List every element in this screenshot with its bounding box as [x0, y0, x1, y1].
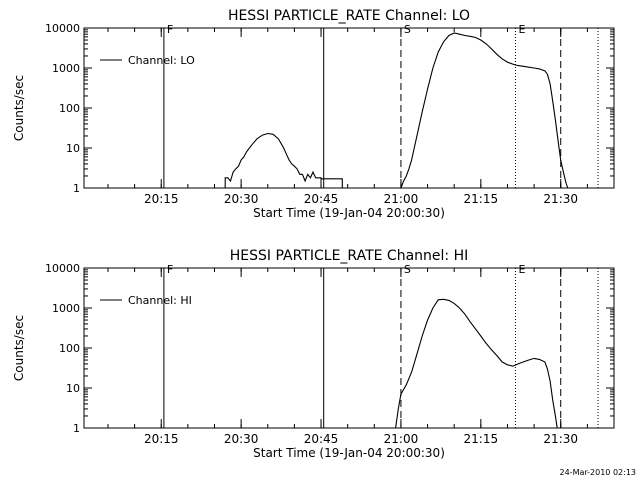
x-tick-label: 20:45	[304, 192, 339, 206]
x-tick-label: 20:15	[144, 192, 179, 206]
x-tick-label: 20:45	[304, 432, 339, 446]
marker-label: E	[518, 263, 525, 276]
x-tick-label: 21:15	[464, 432, 499, 446]
x-tick-label: 20:30	[224, 192, 259, 206]
y-tick-label: 1	[73, 182, 80, 195]
x-tick-label: 21:00	[384, 432, 419, 446]
x-tick-label: 21:15	[464, 192, 499, 206]
marker-label: E	[518, 23, 525, 36]
y-axis-label: Counts/sec	[12, 315, 26, 381]
marker-label: F	[167, 263, 173, 276]
x-axis-label: Start Time (19-Jan-04 20:00:30)	[253, 446, 445, 460]
x-tick-label: 20:30	[224, 432, 259, 446]
marker-label: S	[404, 23, 411, 36]
y-tick-label: 10000	[45, 262, 80, 275]
x-tick-label: 21:30	[543, 432, 578, 446]
series-line	[224, 132, 343, 188]
x-tick-label: 20:15	[144, 432, 179, 446]
marker-label: S	[404, 263, 411, 276]
marker-label: F	[167, 23, 173, 36]
y-tick-label: 10000	[45, 22, 80, 35]
y-tick-label: 100	[59, 102, 80, 115]
chart-panel-lo: HESSI PARTICLE_RATE Channel: LO 1 10 100 100…	[12, 8, 615, 220]
legend-label: Channel: HI	[128, 294, 192, 307]
y-tick-label: 1000	[52, 62, 80, 75]
y-tick-label: 100	[59, 342, 80, 355]
y-tick-label: 1000	[52, 302, 80, 315]
x-tick-label: 21:30	[543, 192, 578, 206]
y-tick-label: 1	[73, 422, 80, 435]
chart-title: HESSI PARTICLE_RATE Channel: HI	[230, 248, 468, 264]
y-tick-label: 10	[66, 382, 80, 395]
chart-panel-hi: HESSI PARTICLE_RATE Channel: HI 1 10 100 100…	[12, 248, 615, 460]
y-tick-label: 10	[66, 142, 80, 155]
x-tick-label: 21:00	[384, 192, 419, 206]
x-axis-label: Start Time (19-Jan-04 20:00:30)	[253, 206, 445, 220]
chart-title: HESSI PARTICLE_RATE Channel: LO	[228, 8, 470, 24]
series-line	[400, 32, 569, 189]
footer-timestamp: 24-Mar-2010 02:13	[560, 468, 637, 477]
series-line	[395, 298, 558, 429]
y-axis-label: Counts/sec	[12, 75, 26, 141]
legend-label: Channel: LO	[128, 54, 195, 67]
